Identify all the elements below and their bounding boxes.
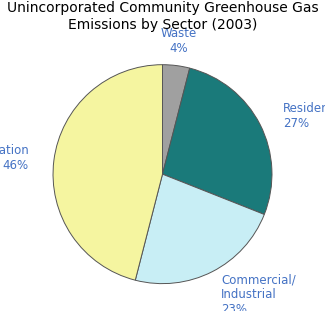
Text: Residential
27%: Residential 27% [283,101,325,129]
Wedge shape [162,65,190,174]
Wedge shape [53,65,162,280]
Title: Unincorporated Community Greenhouse Gas
Emissions by Sector (2003): Unincorporated Community Greenhouse Gas … [7,1,318,32]
Text: Transportation
46%: Transportation 46% [0,144,29,172]
Wedge shape [162,68,272,215]
Text: Waste
4%: Waste 4% [161,26,197,54]
Wedge shape [135,174,264,284]
Text: Commercial/
Industrial
23%: Commercial/ Industrial 23% [221,273,296,311]
